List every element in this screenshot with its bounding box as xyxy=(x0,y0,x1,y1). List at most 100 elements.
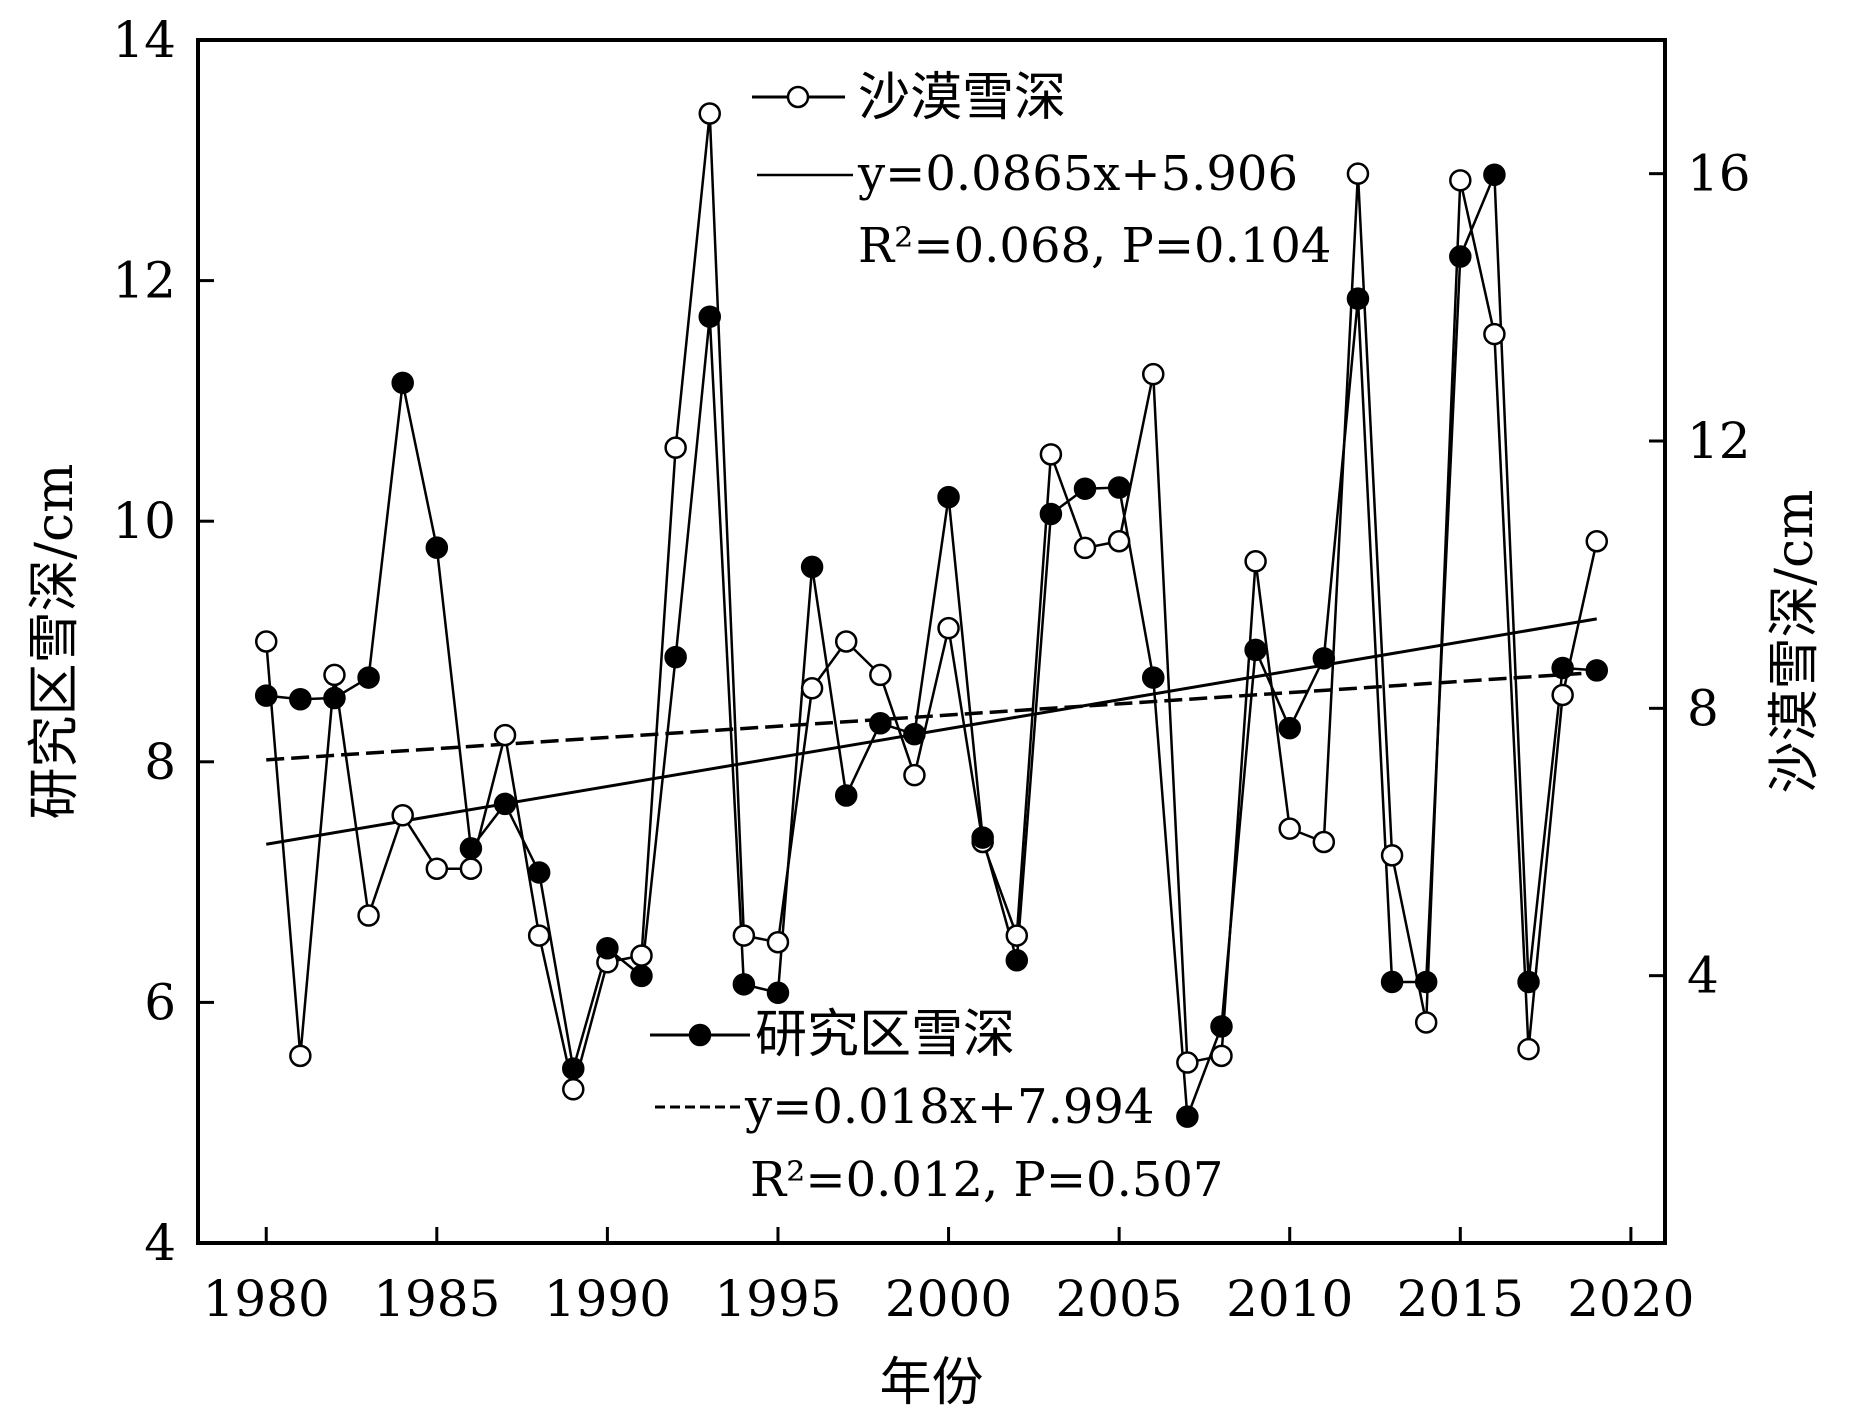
filled-marker xyxy=(834,784,858,807)
filled-marker xyxy=(698,305,721,328)
filled-marker xyxy=(1073,477,1097,500)
y-left-tick-label: 6 xyxy=(144,973,176,1031)
filled-marker xyxy=(1585,659,1609,682)
open-marker xyxy=(562,1078,585,1101)
legend-0-equation: y=0.0865x+5.906 xyxy=(857,146,1298,202)
open-marker xyxy=(254,630,278,653)
filled-marker xyxy=(1107,476,1131,499)
plot-frame xyxy=(196,38,1667,1245)
filled-marker xyxy=(1346,287,1370,310)
legend-1-marker xyxy=(688,1023,712,1047)
y-left-tick-label: 12 xyxy=(112,252,176,310)
series-markers xyxy=(254,102,1609,1128)
open-marker xyxy=(1517,1037,1540,1061)
filled-marker xyxy=(1039,502,1063,526)
filled-marker xyxy=(732,973,756,996)
open-marker xyxy=(357,904,380,927)
y-axis-right-label: 沙漠雪深/cm xyxy=(1765,490,1825,794)
open-marker xyxy=(1039,443,1063,466)
filled-marker xyxy=(664,645,687,669)
open-marker xyxy=(834,630,858,653)
y-right-tick-label: 16 xyxy=(1687,145,1751,203)
filled-marker xyxy=(1142,666,1165,689)
legend-1-stats: R²=0.012, P=0.507 xyxy=(750,1152,1223,1208)
legend: 沙漠雪深 y=0.0865x+5.906 R²=0.068, P=0.104 研究区雪… xyxy=(650,68,1331,1208)
open-marker xyxy=(869,663,892,687)
filled-marker xyxy=(800,555,824,579)
filled-marker xyxy=(1380,970,1404,994)
y-right-tick-label: 4 xyxy=(1687,947,1719,1005)
filled-marker xyxy=(493,792,517,816)
open-marker xyxy=(1005,924,1029,947)
x-tick-label: 2010 xyxy=(1226,1270,1353,1328)
filled-marker xyxy=(527,861,551,884)
filled-marker xyxy=(1176,1105,1199,1128)
legend-0-label: 沙漠雪深 xyxy=(858,68,1066,128)
open-marker xyxy=(1244,550,1267,573)
open-marker xyxy=(527,924,551,947)
series-line-0 xyxy=(264,113,1598,1090)
filled-marker xyxy=(630,964,653,988)
open-marker xyxy=(630,944,653,967)
filled-marker xyxy=(1517,970,1540,994)
axis-ticks: 1980 1985 1990 1995 2000 2005 2010 2015 2020 4 6 8 1… xyxy=(112,11,1750,1328)
x-tick-label: 2015 xyxy=(1397,1270,1524,1328)
open-marker xyxy=(766,931,790,954)
open-marker xyxy=(459,857,483,880)
legend-0-stats: R²=0.068, P=0.104 xyxy=(858,218,1331,274)
y-axis-left-label: 研究区雪深/cm xyxy=(25,464,85,820)
filled-marker xyxy=(1210,1015,1233,1038)
open-marker xyxy=(664,436,687,459)
trend-line-1 xyxy=(266,670,1597,762)
y-left-tick-label: 4 xyxy=(144,1214,176,1272)
filled-marker xyxy=(1312,647,1336,670)
open-marker xyxy=(1142,362,1165,386)
open-marker xyxy=(732,924,756,947)
open-marker xyxy=(1346,162,1370,185)
series-lines xyxy=(264,113,1598,1118)
filled-marker xyxy=(289,687,312,711)
y-left-tick-label: 8 xyxy=(144,733,176,791)
open-marker xyxy=(937,616,960,640)
x-tick-label: 2000 xyxy=(885,1270,1012,1328)
filled-marker xyxy=(1414,970,1438,994)
filled-marker xyxy=(903,722,926,746)
y-left-tick-label: 10 xyxy=(112,492,176,550)
x-tick-label: 1990 xyxy=(544,1270,671,1328)
open-marker xyxy=(1278,817,1301,840)
y-left-tick-label: 14 xyxy=(112,11,176,69)
filled-marker xyxy=(1278,716,1301,740)
filled-marker xyxy=(562,1057,585,1080)
filled-marker xyxy=(869,712,892,735)
open-marker xyxy=(1414,1011,1438,1034)
open-marker xyxy=(1380,844,1404,867)
filled-marker xyxy=(323,686,346,710)
plot-area-border xyxy=(196,38,1667,1245)
open-marker xyxy=(1107,530,1131,553)
x-tick-label: 2005 xyxy=(1056,1270,1183,1328)
open-marker xyxy=(1073,536,1097,560)
x-tick-label: 1980 xyxy=(203,1270,330,1328)
filled-marker xyxy=(1244,638,1267,662)
open-marker xyxy=(493,723,517,747)
series-line-1 xyxy=(266,174,1597,1118)
open-marker xyxy=(323,663,346,687)
open-marker xyxy=(1585,530,1609,553)
filled-marker xyxy=(459,837,483,860)
open-marker xyxy=(1210,1044,1233,1068)
filled-marker xyxy=(1005,949,1029,972)
open-marker xyxy=(800,677,824,700)
y-right-tick-label: 8 xyxy=(1687,679,1719,737)
legend-1-label: 研究区雪深 xyxy=(755,1005,1015,1065)
filled-marker xyxy=(391,371,414,395)
open-marker xyxy=(1312,830,1336,854)
filled-marker xyxy=(1551,656,1574,680)
filled-marker xyxy=(1483,163,1506,186)
x-tick-label: 1985 xyxy=(373,1270,500,1328)
filled-marker xyxy=(596,937,619,960)
open-marker xyxy=(1176,1051,1199,1074)
x-tick-label: 2020 xyxy=(1567,1270,1694,1328)
axis-labels: 年份 研究区雪深/cm 沙漠雪深/cm xyxy=(25,464,1825,1413)
